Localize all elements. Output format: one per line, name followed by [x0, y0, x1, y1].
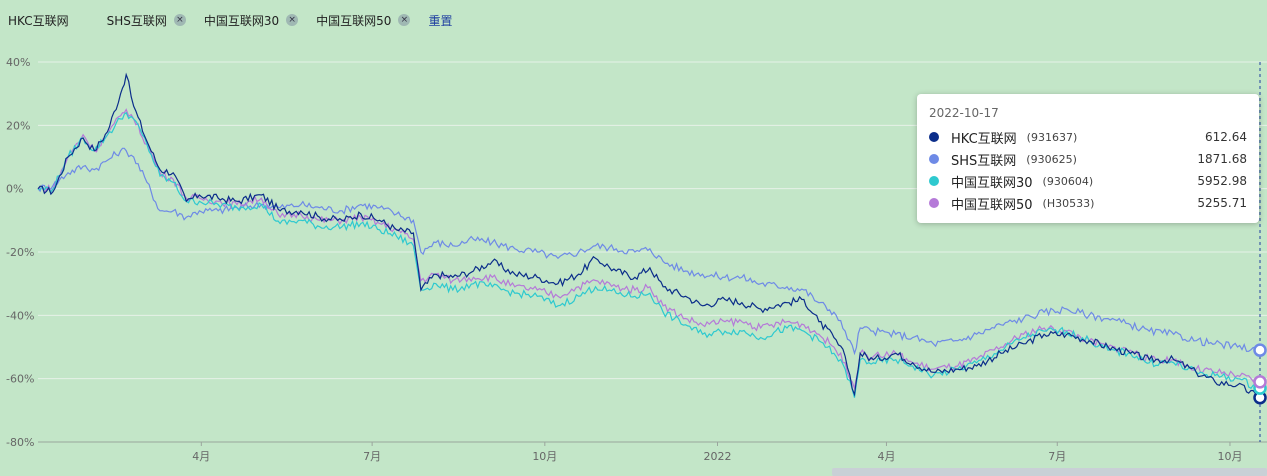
series-endpoint[interactable] [1253, 343, 1267, 357]
legend-item-label: 中国互联网30 [203, 13, 280, 28]
legend-item-label: 中国互联网50 [316, 13, 392, 28]
tooltip-date: 2022-10-17 [929, 106, 999, 120]
x-axis: 4月 7月 10月 2022 4月 7月 10月 [38, 441, 1267, 463]
x-tick-label: 2022 [704, 450, 732, 463]
close-icon[interactable]: × [398, 14, 411, 26]
close-icon[interactable]: × [286, 14, 299, 26]
tooltip-row: 中国互联网50 (H30533) 5255.71 [929, 192, 1247, 214]
tooltip-series-name: 中国互联网30 [951, 175, 1033, 191]
legend-item-china-50[interactable]: 中国互联网50 × [316, 12, 411, 29]
tooltip-series-name: SHS互联网 [951, 153, 1017, 169]
y-axis: 40% 20% 0% -20% -40% -60% -80% [6, 56, 34, 449]
tooltip-series-code: (930625) [1026, 152, 1077, 166]
series-color-dot [929, 154, 939, 164]
y-tick-label: -40% [6, 309, 34, 322]
legend-item-label: HKC互联网 [8, 13, 69, 28]
series-color-dot [929, 198, 939, 208]
tooltip-row: SHS互联网 (930625) 1871.68 [929, 148, 1247, 170]
series-color-dot [929, 176, 939, 186]
range-scrollbar[interactable] [832, 468, 1267, 476]
tooltip-series-value: 5255.71 [1197, 196, 1247, 210]
tooltip-series-value: 5952.98 [1197, 174, 1247, 188]
y-tick-label: 0% [6, 183, 23, 196]
x-tick-label: 10月 [1217, 450, 1242, 463]
x-tick-label: 4月 [192, 450, 210, 463]
legend-item-label: SHS互联网 [106, 13, 167, 28]
series-color-dot [929, 132, 939, 142]
y-tick-label: -80% [6, 436, 34, 449]
series-endpoints[interactable] [1253, 343, 1267, 405]
y-tick-label: 20% [6, 119, 30, 132]
tooltip-series-name: 中国互联网50 [951, 197, 1033, 213]
tooltip-series-code: (931637) [1026, 130, 1078, 144]
series-line [37, 147, 1261, 356]
reset-link[interactable]: 重置 [428, 13, 453, 28]
legend-bar: HKC互联网 SHS互联网 × 中国互联网30 × 中国互联网50 × 重置 [8, 10, 452, 30]
tooltip-series-value: 612.64 [1205, 130, 1247, 144]
series-endpoint[interactable] [1253, 375, 1267, 389]
tooltip-row: 中国互联网30 (930604) 5952.98 [929, 170, 1247, 192]
y-tick-label: 40% [6, 56, 30, 69]
series-line [37, 111, 1261, 398]
y-tick-label: -20% [6, 246, 34, 259]
close-icon[interactable]: × [173, 14, 186, 26]
tooltip-series-name: HKC互联网 [951, 131, 1017, 147]
tooltip-series-code: (H30533) [1042, 196, 1095, 210]
series-layer [37, 72, 1261, 400]
x-tick-label: 7月 [1048, 450, 1066, 463]
series-line [37, 72, 1261, 400]
tooltip-series-code: (930604) [1042, 174, 1094, 188]
x-tick-label: 4月 [877, 450, 895, 463]
x-tick-label: 10月 [532, 450, 557, 463]
y-tick-label: -60% [6, 373, 34, 386]
tooltip: 2022-10-17 HKC互联网 (931637) 612.64 SHS互联网 (93… [917, 94, 1259, 223]
legend-item-china-30[interactable]: 中国互联网30 × [203, 12, 299, 29]
legend-item-hkc[interactable]: HKC互联网 [8, 12, 69, 29]
legend-item-shs[interactable]: SHS互联网 × [107, 12, 186, 29]
tooltip-row: HKC互联网 (931637) 612.64 [929, 126, 1247, 148]
x-tick-label: 7月 [363, 450, 381, 463]
tooltip-series-value: 1871.68 [1197, 152, 1247, 166]
